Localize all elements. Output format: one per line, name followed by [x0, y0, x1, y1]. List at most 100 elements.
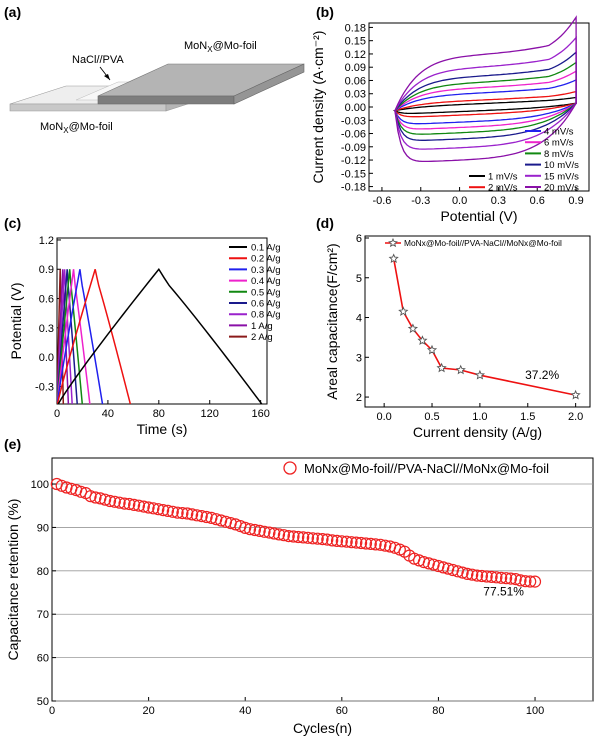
e-ytick-label: 60 — [37, 653, 49, 665]
b-legend-label: 20 mV/s — [544, 183, 579, 194]
c-ytick-label: 0.0 — [39, 352, 54, 364]
e-data-point — [335, 535, 348, 548]
e-data-point — [108, 495, 121, 508]
b-legend-label: 4 mV/s — [544, 127, 574, 138]
e-legend-label: MoNx@Mo-foil//PVA-NaCl//MoNx@Mo-foil — [304, 461, 549, 476]
c-series-line-4 — [57, 269, 84, 404]
e-data-point — [311, 532, 324, 545]
e-data-point — [297, 531, 310, 544]
b-panel-label: (b) — [316, 4, 334, 20]
c-ytick-label: 1.2 — [39, 235, 54, 247]
d-ytick-label: 6 — [356, 233, 362, 245]
e-data-point — [272, 528, 286, 541]
e-data-point — [282, 529, 295, 543]
b-ytick-label: -0.06 — [341, 129, 366, 141]
c-series-line-6 — [57, 269, 73, 404]
c-plot-frame — [56, 237, 268, 405]
e-xtick-label: 20 — [142, 705, 154, 717]
d-data-point — [455, 364, 466, 375]
c-ytick-label: -0.3 — [35, 381, 54, 393]
e-data-point — [437, 561, 450, 574]
b-ytick-label: 0.18 — [345, 22, 366, 34]
d-data-point — [407, 323, 419, 334]
e-xaxis-label: Cycles(n) — [293, 720, 352, 736]
d-ytick-label: 2 — [356, 392, 362, 404]
e-data-point — [456, 566, 469, 579]
c-yaxis-label: Potential (V) — [8, 282, 24, 359]
d-data-point — [426, 344, 438, 355]
e-data-point — [258, 525, 271, 538]
e-data-point — [379, 539, 392, 552]
panel-e-retention-chart: 0 20 40 60 80 100 100 90 80 70 60 50 Cycles(n) Capaci… — [4, 436, 594, 736]
b-legend-label: 10 mV/s — [544, 160, 579, 171]
b-ytick-label: 0.15 — [345, 36, 366, 48]
c-xtick-label: 120 — [201, 408, 219, 420]
e-data-point — [475, 569, 488, 583]
panel-c-gcd-chart: 0 40 80 120 160 1.2 0.9 0.6 0.3 0.0 -0.3 Time (s) Po… — [4, 215, 281, 437]
e-data-point — [306, 532, 319, 545]
d-legend-label: MoNx@Mo-foil//PVA-NaCl//MoNx@Mo-foil — [404, 238, 562, 248]
c-legend-label: 0.1 A/g — [251, 243, 281, 254]
bottom-electrode-label: MoNX@Mo-foil — [40, 121, 113, 135]
c-xtick-label: 160 — [251, 408, 269, 420]
e-data-point — [451, 565, 464, 578]
c-panel-label: (c) — [4, 215, 21, 231]
e-data-point — [287, 530, 300, 543]
e-ytick-label: 50 — [37, 696, 49, 708]
e-data-point — [355, 536, 368, 550]
d-xtick-label: 1.5 — [520, 411, 535, 423]
b-xtick-label: 0.0 — [452, 195, 467, 207]
c-xtick-label: 40 — [102, 408, 114, 420]
panel-a-label: (a) — [4, 4, 21, 20]
e-data-point — [98, 493, 112, 506]
d-legend-marker — [388, 237, 398, 248]
e-panel-label: (e) — [4, 436, 21, 452]
e-xtick-label: 80 — [432, 705, 444, 717]
b-ytick-label: 0.06 — [345, 75, 366, 87]
bottom-foil-edge — [9, 103, 167, 112]
e-data-point — [195, 509, 208, 523]
e-data-point — [123, 497, 136, 511]
top-electrode-label: MoNX@Mo-foil — [184, 40, 257, 54]
e-data-point — [89, 491, 102, 504]
panel-a-schematic: (a) MoNX@Mo-foil NaCl//PVA MoNX@Mo-foil — [4, 4, 305, 135]
e-data-point — [326, 534, 339, 547]
e-data-point — [186, 508, 199, 521]
e-data-point — [466, 568, 479, 581]
e-data-point — [509, 572, 522, 586]
top-foil-side — [233, 63, 305, 105]
e-xtick-label: 40 — [239, 705, 251, 717]
e-data-point — [528, 575, 542, 588]
e-data-point — [113, 496, 126, 509]
c-legend-label: 2 A/g — [251, 332, 273, 343]
b-xtick-label: 0.6 — [530, 195, 545, 207]
c-ytick-label: 0.3 — [39, 323, 54, 335]
e-data-point — [161, 504, 174, 517]
e-data-point — [166, 505, 179, 518]
e-data-point — [369, 538, 382, 551]
d-yaxis-label: Areal capacitance(F/cm²) — [324, 243, 340, 399]
c-ytick-label: 0.9 — [39, 264, 54, 276]
d-data-point — [436, 362, 447, 373]
e-data-point — [152, 503, 165, 516]
d-ytick-label: 5 — [356, 273, 362, 285]
b-yaxis-label: Current density (A·cm⁻²) — [310, 31, 326, 184]
b-ytick-label: -0.18 — [341, 182, 366, 194]
electrolyte-label: NaCl//PVA — [72, 54, 124, 66]
e-data-point — [268, 527, 281, 540]
e-data-point — [190, 509, 203, 522]
e-data-point — [504, 572, 517, 585]
d-annotation: 37.2% — [525, 368, 559, 382]
d-plot-frame — [364, 235, 591, 408]
c-xtick-label: 0 — [54, 408, 60, 420]
e-data-point — [277, 529, 290, 542]
e-ytick-label: 100 — [31, 479, 49, 491]
e-data-point — [215, 514, 228, 527]
e-data-point — [374, 538, 387, 551]
e-data-point — [461, 567, 474, 581]
e-ytick-label: 80 — [37, 566, 49, 578]
e-data-point — [243, 523, 257, 536]
b-legend-label: 1 mV/s — [488, 172, 518, 183]
b-legend-label: 6 mV/s — [544, 138, 574, 149]
e-data-point — [292, 530, 305, 544]
